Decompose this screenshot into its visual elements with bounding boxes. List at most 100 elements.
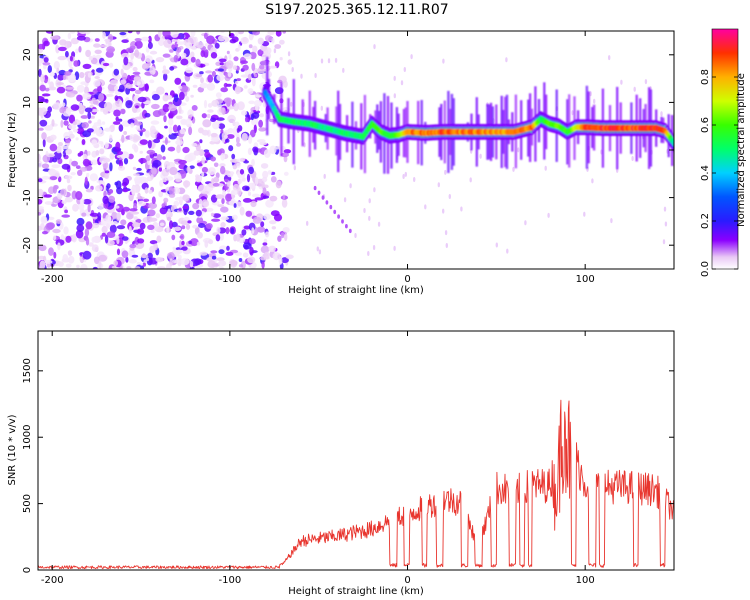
noise-cell — [505, 57, 508, 63]
noise-cell — [63, 120, 69, 126]
noise-cell — [448, 194, 451, 199]
noise-cell — [215, 234, 221, 242]
noise-cell — [62, 74, 67, 81]
noise-cell — [210, 137, 220, 142]
noise-cell — [86, 128, 94, 133]
noise-cell — [149, 245, 156, 253]
noise-cell — [90, 109, 100, 113]
noise-cell — [55, 219, 62, 225]
noise-cell — [210, 132, 218, 138]
noise-cell — [70, 37, 79, 45]
noise-cell — [121, 236, 129, 241]
noise-cell — [75, 165, 81, 170]
noise-cell — [38, 198, 43, 205]
noise-cell — [76, 264, 80, 269]
noise-cell — [210, 212, 215, 217]
noise-cell — [106, 183, 111, 189]
noise-cell — [104, 234, 109, 244]
noise-cell — [437, 182, 440, 188]
noise-cell — [186, 166, 191, 173]
noise-cell — [84, 107, 93, 113]
noise-cell — [51, 119, 55, 127]
noise-cell — [69, 133, 75, 139]
noise-cell — [247, 191, 252, 196]
noise-cell — [184, 154, 194, 163]
noise-cell — [372, 245, 376, 250]
noise-cell — [171, 221, 178, 228]
noise-cell — [224, 178, 229, 183]
noise-cell — [122, 206, 130, 212]
noise-cell — [195, 144, 201, 152]
noise-cell — [258, 127, 267, 132]
noise-cell — [210, 52, 218, 59]
noise-cell — [39, 260, 46, 269]
noise-cell — [213, 176, 220, 183]
noise-cell — [193, 150, 201, 156]
noise-cell — [42, 62, 51, 66]
noise-cell — [230, 159, 239, 163]
noise-cell — [177, 257, 182, 267]
noise-cell — [44, 87, 50, 92]
noise-cell — [218, 249, 225, 255]
noise-cell — [93, 80, 101, 87]
noise-cell — [547, 212, 550, 218]
noise-cell — [161, 168, 170, 177]
noise-cell — [148, 257, 158, 265]
noise-cell — [589, 91, 592, 97]
noise-cell — [207, 260, 216, 269]
noise-cell — [185, 42, 193, 49]
noise-cell — [172, 259, 180, 264]
noise-cell — [189, 260, 194, 268]
noise-cell — [104, 142, 109, 149]
noise-cell — [80, 263, 88, 269]
noise-cell — [51, 164, 61, 169]
noise-cell — [97, 85, 103, 94]
noise-cell — [270, 176, 277, 183]
noise-cell — [228, 53, 232, 60]
noise-cell — [147, 224, 155, 230]
noise-cell — [282, 227, 290, 233]
noise-cell — [251, 62, 256, 72]
noise-cell — [56, 82, 64, 86]
noise-cell — [262, 187, 267, 195]
noise-cell — [134, 38, 142, 42]
noise-cell — [214, 42, 220, 49]
noise-cell — [73, 128, 79, 133]
noise-cell — [279, 39, 285, 45]
noise-cell — [134, 116, 144, 120]
noise-cell — [129, 87, 136, 92]
noise-cell — [120, 68, 124, 76]
noise-cell — [215, 61, 222, 66]
spectrogram-ridge — [262, 56, 674, 174]
noise-cell — [226, 60, 234, 69]
noise-cell — [84, 228, 90, 237]
noise-cell — [254, 197, 264, 201]
noise-cell — [167, 146, 176, 152]
noise-cell — [88, 56, 94, 61]
noise-cell — [174, 197, 184, 201]
noise-cell — [129, 134, 135, 142]
noise-cell — [265, 35, 273, 42]
noise-cell — [199, 139, 203, 144]
noise-cell — [44, 125, 54, 131]
noise-cell — [65, 139, 71, 144]
noise-cell — [204, 49, 209, 56]
noise-cell — [175, 178, 182, 182]
noise-cell — [342, 67, 345, 73]
noise-cell — [92, 266, 98, 269]
noise-cell — [55, 44, 60, 54]
noise-cell — [249, 238, 256, 245]
noise-cell — [524, 220, 527, 226]
noise-cell — [329, 204, 333, 210]
noise-cell — [260, 221, 265, 228]
colorbar-tick-label: 0.0 — [700, 261, 711, 277]
noise-cell — [120, 79, 127, 85]
noise-cell — [238, 258, 243, 262]
noise-cell — [264, 231, 270, 238]
noise-cell — [248, 134, 253, 144]
noise-cell — [90, 159, 98, 166]
noise-cell — [75, 191, 83, 200]
noise-cell — [317, 190, 321, 195]
noise-cell — [225, 193, 232, 202]
noise-cell — [171, 38, 180, 43]
